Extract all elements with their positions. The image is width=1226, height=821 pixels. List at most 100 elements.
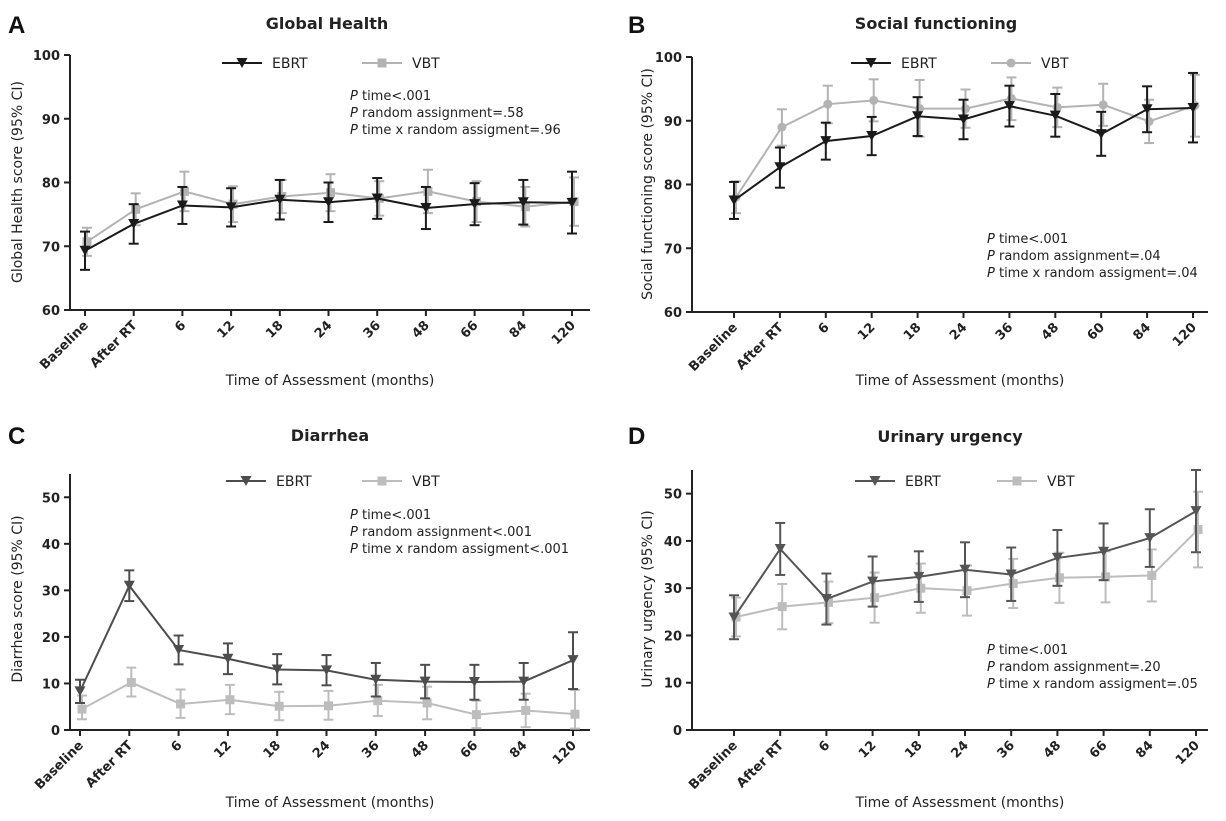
data-point xyxy=(517,197,529,208)
y-axis-label: Diarrhea score (95% CI) xyxy=(10,515,26,682)
x-tick-label: 6 xyxy=(816,320,833,337)
x-tick-label: 48 xyxy=(1039,320,1062,343)
p-value-text: P time x random assigment=.04 xyxy=(987,266,1198,281)
data-point xyxy=(274,194,286,205)
data-point xyxy=(823,99,833,109)
p-value-text: P random assignment=.04 xyxy=(987,249,1161,264)
p-value-text: P time<.001 xyxy=(350,89,431,104)
data-point xyxy=(1008,578,1018,588)
x-tick-label: Baseline xyxy=(686,738,741,793)
data-point xyxy=(222,653,234,664)
data-point xyxy=(1147,570,1157,580)
legend-item-ebrt: EBRT xyxy=(855,474,941,490)
x-tick-label: 84 xyxy=(507,738,530,761)
data-point xyxy=(570,709,580,719)
data-point xyxy=(420,203,432,213)
y-tick-label: 100 xyxy=(655,51,682,66)
data-point xyxy=(176,699,186,709)
x-tick-label: 66 xyxy=(1087,738,1110,761)
x-tick-label: 66 xyxy=(458,738,481,761)
series-ebrt xyxy=(728,469,1202,641)
x-tick-label: 66 xyxy=(458,318,481,341)
data-point xyxy=(567,655,579,666)
legend-marker xyxy=(236,58,248,68)
y-tick-label: 20 xyxy=(42,631,60,646)
data-point xyxy=(1051,552,1063,563)
data-point xyxy=(869,95,879,105)
series-ebrt xyxy=(74,569,579,705)
x-tick-label: 84 xyxy=(507,318,530,341)
x-tick-label: 48 xyxy=(1041,738,1064,761)
legend-item-ebrt: EBRT xyxy=(851,56,937,72)
data-point xyxy=(1193,525,1203,535)
data-point xyxy=(471,710,481,720)
data-point xyxy=(774,543,786,554)
chart-title: Urinary urgency xyxy=(877,427,1023,446)
y-tick-label: 90 xyxy=(664,115,682,130)
y-tick-label: 0 xyxy=(673,724,682,739)
data-point xyxy=(274,701,284,711)
data-point xyxy=(371,193,383,204)
data-point xyxy=(1003,101,1015,112)
data-point xyxy=(774,162,786,173)
data-point xyxy=(324,701,333,711)
data-point xyxy=(77,704,87,714)
legend-marker xyxy=(869,476,881,486)
series-vbt xyxy=(731,73,1200,215)
p-value-text: P time x random assigment<.001 xyxy=(350,542,569,557)
x-tick-label: 6 xyxy=(172,318,189,335)
y-tick-label: 20 xyxy=(664,629,682,644)
legend-label: VBT xyxy=(1047,474,1075,490)
series-ebrt xyxy=(79,170,578,271)
x-tick-label: 36 xyxy=(995,738,1018,761)
x-axis-label: Time of Assessment (months) xyxy=(855,373,1065,389)
x-tick-label: After RT xyxy=(734,320,787,373)
panel-letter: D xyxy=(628,423,645,450)
legend-label: EBRT xyxy=(272,56,308,72)
chart-title: Global Health xyxy=(266,14,388,33)
data-point xyxy=(1187,103,1199,113)
legend-label: EBRT xyxy=(901,56,937,72)
x-tick-label: 120 xyxy=(550,738,580,768)
p-value-text: P random assignment=.58 xyxy=(350,106,524,121)
x-tick-label: 24 xyxy=(947,320,970,343)
panel-d: D Urinary urgency 0 10 20 30 40 50 BaselineAfter… xyxy=(628,423,1208,811)
x-tick-label: 36 xyxy=(993,320,1016,343)
legend-label: VBT xyxy=(412,474,440,490)
y-axis-label: Urinary urgency (95% CI) xyxy=(640,510,656,687)
data-point xyxy=(373,696,383,706)
legend-marker xyxy=(377,476,387,486)
data-point xyxy=(912,111,924,122)
data-point xyxy=(962,586,972,596)
data-point xyxy=(1052,102,1062,112)
data-point xyxy=(1005,569,1017,580)
x-tick-label: 24 xyxy=(310,738,333,761)
panel-letter: C xyxy=(8,423,25,450)
x-tick-label: Baseline xyxy=(37,318,92,373)
data-point xyxy=(823,597,833,607)
y-tick-label: 50 xyxy=(42,491,60,506)
legend-item-ebrt: EBRT xyxy=(226,474,312,490)
data-point xyxy=(74,686,86,697)
legend-marker xyxy=(865,58,877,68)
data-point xyxy=(820,594,832,605)
data-point xyxy=(468,677,480,688)
y-tick-label: 90 xyxy=(42,113,60,128)
p-value-text: P time<.001 xyxy=(350,508,431,523)
x-tick-label: 12 xyxy=(855,320,878,343)
data-point xyxy=(1101,572,1111,582)
series-vbt xyxy=(731,490,1203,638)
x-tick-label: 18 xyxy=(261,738,284,761)
data-point xyxy=(777,602,787,612)
data-point xyxy=(1049,110,1061,121)
x-tick-label: 18 xyxy=(263,318,286,341)
x-tick-label: 60 xyxy=(1085,320,1108,343)
data-point xyxy=(1190,506,1202,517)
data-point xyxy=(870,593,880,603)
x-axis-label: Time of Assessment (months) xyxy=(225,373,435,389)
data-point xyxy=(79,245,91,256)
y-tick-label: 80 xyxy=(42,177,60,192)
x-tick-label: 6 xyxy=(168,738,185,755)
panel-letter: A xyxy=(8,12,25,39)
legend-label: VBT xyxy=(412,56,440,72)
